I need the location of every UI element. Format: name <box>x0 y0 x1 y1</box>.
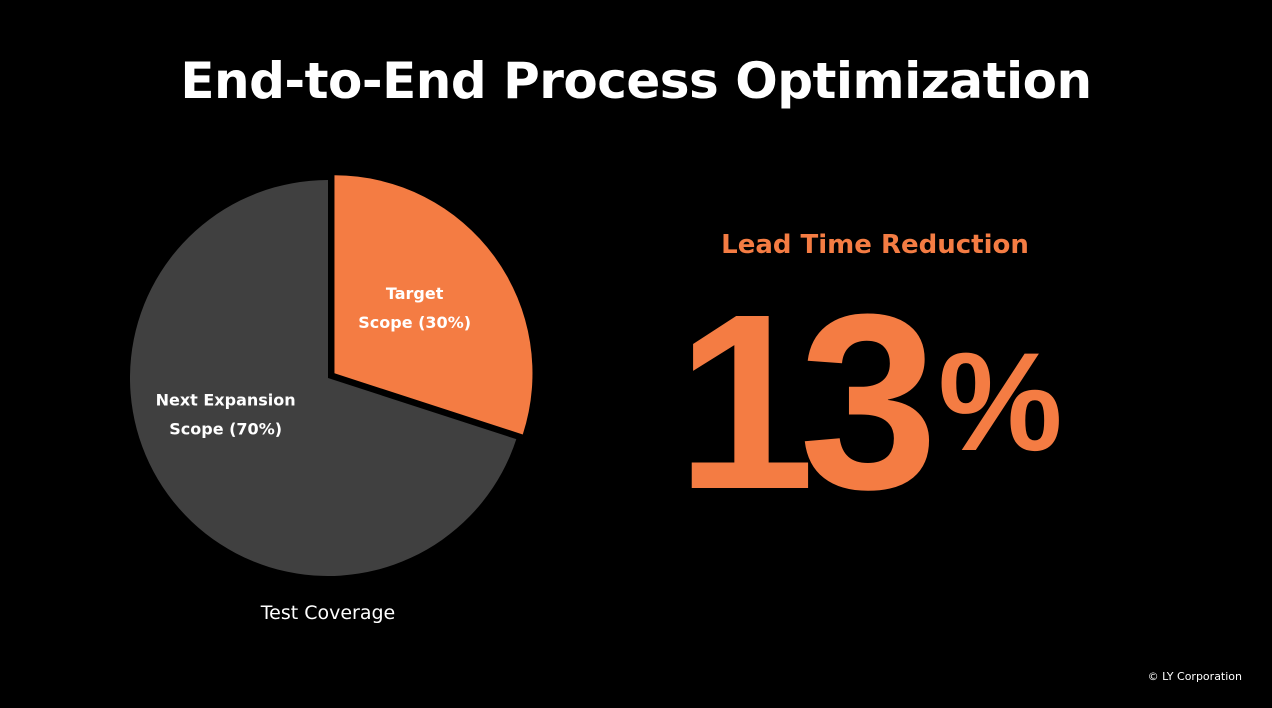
pie-slice-1 <box>130 180 517 576</box>
pie-slice-label-1: Next Expansion Scope (70%) <box>156 391 296 439</box>
metric-unit: % <box>938 323 1063 480</box>
slide-title: End-to-End Process Optimization <box>180 52 1092 110</box>
metric-label: Lead Time Reduction <box>721 230 1029 260</box>
copyright-footer: © LY Corporation <box>1147 670 1242 683</box>
metric-value: 13% <box>676 277 1096 527</box>
pie-chart: Target Scope (30%) Next Expansion Scope (70… <box>130 175 533 576</box>
pie-slice-0 <box>334 175 533 435</box>
pie-slice-label-0: Target Scope (30%) <box>358 284 471 332</box>
chart-caption: Test Coverage <box>260 602 396 624</box>
metric-number: 13 <box>676 262 938 541</box>
